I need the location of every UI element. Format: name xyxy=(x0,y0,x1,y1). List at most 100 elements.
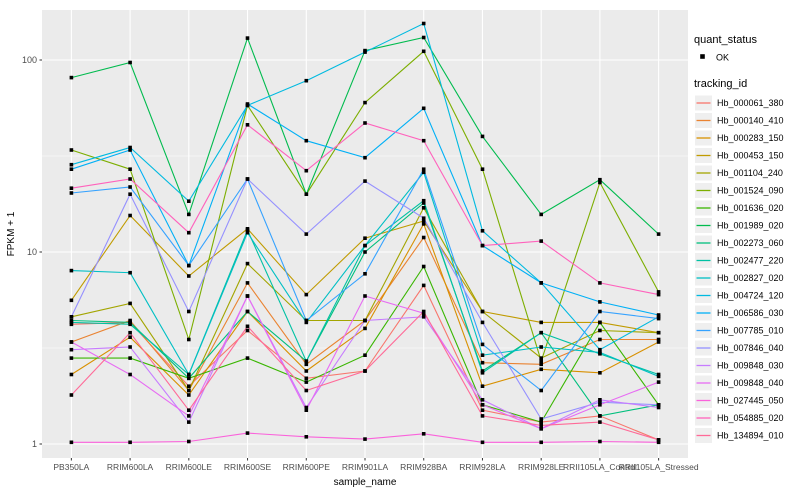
y-tick-label: 10 xyxy=(27,247,37,257)
data-point xyxy=(363,318,367,323)
data-point xyxy=(304,320,309,325)
data-point xyxy=(245,177,250,181)
x-tick-label: RRIM928LE xyxy=(518,462,565,472)
data-point xyxy=(187,230,191,235)
legend-item-label: Hb_000453_150 xyxy=(717,151,784,161)
data-point xyxy=(421,21,426,26)
data-point xyxy=(363,155,367,160)
data-point xyxy=(656,405,661,410)
data-point xyxy=(245,123,250,127)
legend-item-label: Hb_009848_040 xyxy=(717,378,784,388)
legend-item-label: Hb_002273_060 xyxy=(717,238,784,248)
data-point xyxy=(656,374,661,379)
data-point xyxy=(69,167,74,171)
data-point xyxy=(187,384,191,388)
data-point xyxy=(421,198,426,203)
legend-item-label: Hb_054885_020 xyxy=(717,413,784,423)
data-point xyxy=(304,362,309,367)
data-point xyxy=(539,330,543,335)
data-point xyxy=(69,315,74,319)
data-point xyxy=(656,440,661,445)
data-point xyxy=(363,236,367,240)
legend-item-label: Hb_007846_040 xyxy=(717,343,784,353)
data-point xyxy=(421,309,426,314)
data-point xyxy=(69,148,74,152)
data-point xyxy=(128,320,132,325)
y-axis-title: FPKM + 1 xyxy=(6,211,17,256)
data-point xyxy=(128,335,132,339)
data-point xyxy=(187,420,191,424)
data-point xyxy=(598,328,602,333)
data-point xyxy=(421,315,426,319)
data-point xyxy=(539,427,543,431)
data-point xyxy=(245,102,250,106)
data-point xyxy=(69,320,74,325)
data-point xyxy=(539,356,543,360)
data-point xyxy=(128,318,132,323)
data-point xyxy=(245,228,250,232)
data-point xyxy=(480,134,485,139)
data-point xyxy=(656,316,661,321)
data-point xyxy=(187,309,191,314)
data-point xyxy=(245,281,250,285)
data-point xyxy=(480,167,485,171)
data-point xyxy=(421,222,426,226)
data-point xyxy=(128,270,132,275)
legend-item-label: Hb_001524_090 xyxy=(717,186,784,196)
legend-item-label: Hb_000061_380 xyxy=(717,98,784,108)
quant-status-ok-label: OK xyxy=(716,53,729,63)
data-point xyxy=(187,274,191,278)
data-point xyxy=(69,75,74,80)
data-point xyxy=(480,320,485,325)
data-point xyxy=(656,403,661,407)
legend-item-label: Hb_000283_150 xyxy=(717,133,784,143)
x-axis-title: sample_name xyxy=(334,477,397,488)
data-point xyxy=(421,432,426,436)
y-tick-label: 1 xyxy=(32,439,37,449)
data-point xyxy=(656,438,661,442)
data-point xyxy=(187,337,191,342)
data-point xyxy=(187,199,191,203)
data-point xyxy=(363,50,367,54)
data-point xyxy=(128,301,132,306)
data-point xyxy=(656,380,661,384)
legend-item-label: Hb_002477_220 xyxy=(717,256,784,266)
data-point xyxy=(187,372,191,377)
data-point xyxy=(128,60,132,65)
data-point xyxy=(245,356,250,360)
data-point xyxy=(363,369,367,373)
data-point xyxy=(421,167,426,171)
data-point xyxy=(480,229,485,233)
data-point xyxy=(304,369,309,373)
data-point xyxy=(128,330,132,335)
data-point xyxy=(128,440,132,445)
data-point xyxy=(69,268,74,273)
data-point xyxy=(598,400,602,404)
legend-item-label: Hb_027445_050 xyxy=(717,396,784,406)
data-point xyxy=(187,263,191,268)
data-point xyxy=(69,162,74,167)
data-point xyxy=(656,313,661,317)
data-point xyxy=(598,371,602,375)
data-point xyxy=(421,138,426,143)
data-point xyxy=(304,292,309,297)
data-point xyxy=(598,420,602,424)
data-point xyxy=(245,230,250,235)
data-point xyxy=(128,167,132,171)
data-point xyxy=(539,345,543,349)
data-point xyxy=(363,100,367,105)
data-point xyxy=(656,232,661,236)
data-point xyxy=(656,292,661,297)
x-tick-label: RRII105LA_Stressed xyxy=(619,462,699,472)
x-tick-label: RRII105LA_Control xyxy=(563,462,637,472)
data-point xyxy=(480,384,485,388)
data-point xyxy=(245,328,250,333)
data-point xyxy=(128,213,132,218)
chart-generated-content: 1 10 100 PB350LA RRIM600LA RRIM600LE RRIM600SE… xyxy=(22,10,784,472)
x-tick-label: RRIM600LE xyxy=(166,462,213,472)
data-point xyxy=(480,353,485,357)
data-point xyxy=(304,138,309,143)
data-point xyxy=(187,212,191,217)
legend-item-label: Hb_001636_020 xyxy=(717,203,784,213)
x-tick-label: PB350LA xyxy=(53,462,89,472)
